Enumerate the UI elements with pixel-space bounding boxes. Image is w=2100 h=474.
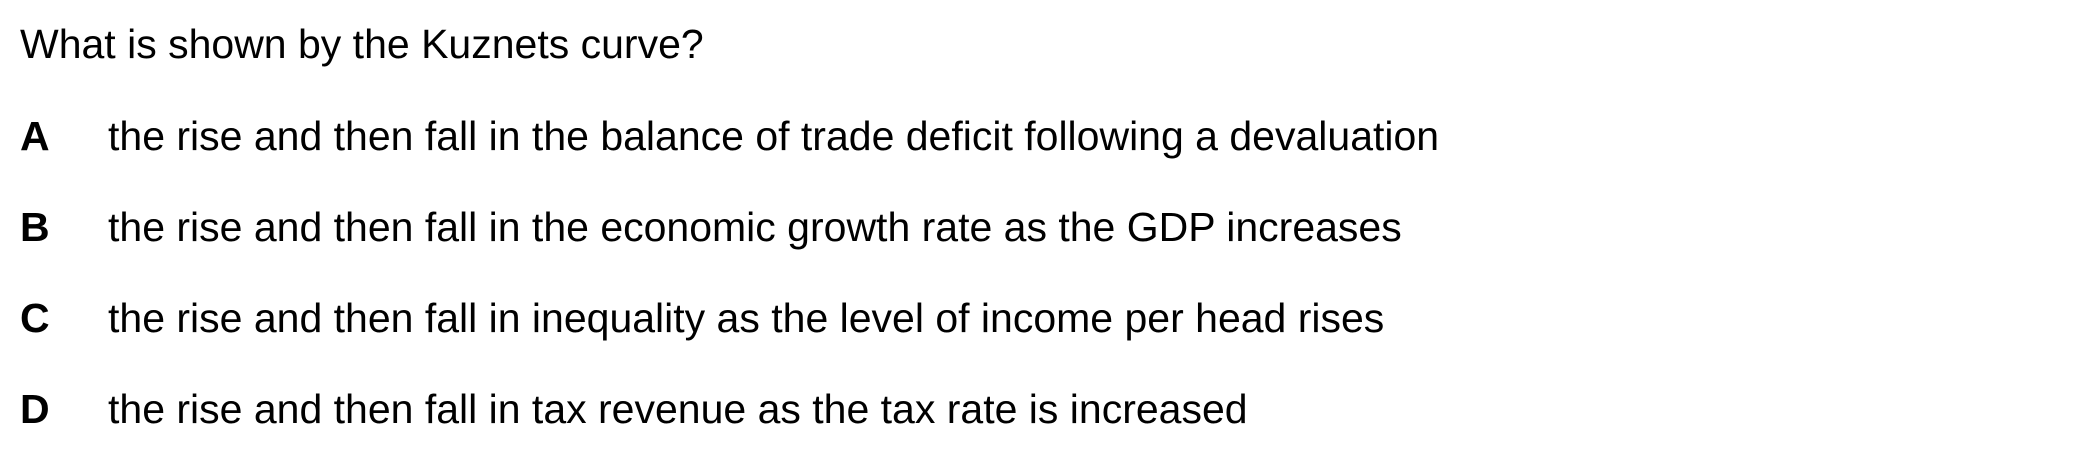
option-letter: B bbox=[20, 204, 50, 250]
option-d[interactable]: D the rise and then fall in tax revenue … bbox=[20, 383, 1439, 474]
option-text: the rise and then fall in tax revenue as… bbox=[108, 386, 1248, 432]
option-text: the rise and then fall in inequality as … bbox=[108, 295, 1385, 341]
option-a[interactable]: A the rise and then fall in the balance … bbox=[20, 110, 1439, 201]
option-text: the rise and then fall in the economic g… bbox=[108, 204, 1402, 250]
answer-options: A the rise and then fall in the balance … bbox=[20, 110, 1439, 474]
option-b[interactable]: B the rise and then fall in the economic… bbox=[20, 201, 1439, 292]
question-text: What is shown by the Kuznets curve? bbox=[20, 21, 704, 67]
option-text: the rise and then fall in the balance of… bbox=[108, 113, 1440, 159]
option-letter: C bbox=[20, 295, 50, 341]
option-c[interactable]: C the rise and then fall in inequality a… bbox=[20, 292, 1439, 383]
option-letter: A bbox=[20, 113, 50, 159]
option-letter: D bbox=[20, 386, 50, 432]
